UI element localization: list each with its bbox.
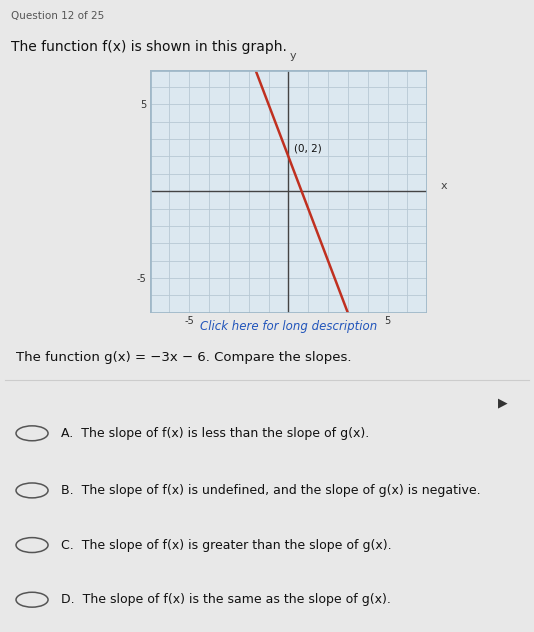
Text: Question 12 of 25: Question 12 of 25	[11, 11, 104, 21]
Text: The function f(x) is shown in this graph.: The function f(x) is shown in this graph…	[11, 40, 287, 54]
Text: ▶: ▶	[498, 396, 507, 409]
Text: D.  The slope of f(x) is the same as the slope of g(x).: D. The slope of f(x) is the same as the …	[61, 593, 391, 606]
Text: x: x	[441, 181, 447, 191]
Text: y: y	[290, 51, 296, 61]
Text: B.  The slope of f(x) is undefined, and the slope of g(x) is negative.: B. The slope of f(x) is undefined, and t…	[61, 484, 481, 497]
Bar	[150, 70, 427, 313]
Text: C.  The slope of f(x) is greater than the slope of g(x).: C. The slope of f(x) is greater than the…	[61, 538, 392, 552]
Text: Click here for long description: Click here for long description	[200, 320, 377, 332]
Text: (0, 2): (0, 2)	[294, 144, 322, 154]
Text: A.  The slope of f(x) is less than the slope of g(x).: A. The slope of f(x) is less than the sl…	[61, 427, 370, 440]
Text: The function g(x) = −3x − 6. Compare the slopes.: The function g(x) = −3x − 6. Compare the…	[16, 351, 351, 364]
